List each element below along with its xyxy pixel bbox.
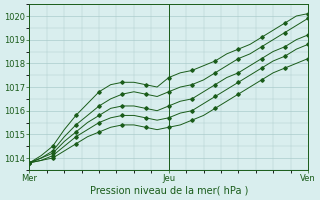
X-axis label: Pression niveau de la mer( hPa ): Pression niveau de la mer( hPa ) [90,186,248,196]
